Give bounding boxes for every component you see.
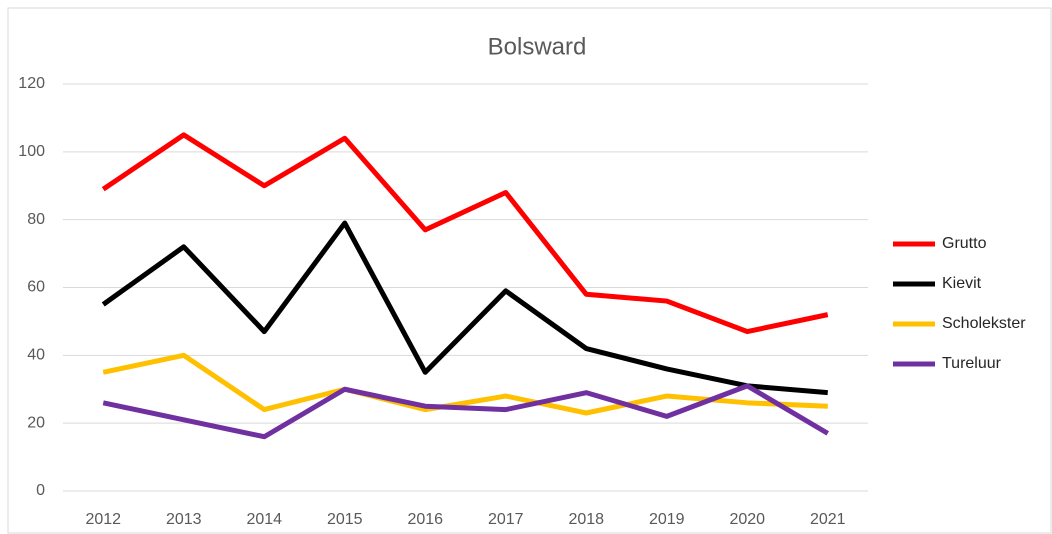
legend-label: Grutto bbox=[942, 235, 987, 252]
series-line bbox=[101, 132, 829, 335]
x-tick-label: 2019 bbox=[649, 511, 685, 528]
x-tick-label: 2012 bbox=[85, 511, 121, 528]
x-tick-label: 2021 bbox=[810, 511, 846, 528]
x-tick-label: 2016 bbox=[407, 511, 443, 528]
chart-title: Bolsward bbox=[488, 33, 587, 60]
y-tick-label: 40 bbox=[27, 347, 45, 364]
x-tick-label: 2018 bbox=[568, 511, 604, 528]
legend-label: Kievit bbox=[942, 275, 982, 292]
legend-label: Scholekster bbox=[942, 315, 1026, 332]
y-tick-label: 120 bbox=[18, 75, 45, 92]
x-tick-label: 2014 bbox=[246, 511, 282, 528]
series-line bbox=[101, 220, 828, 396]
y-tick-label: 100 bbox=[18, 143, 45, 160]
x-tick-label: 2020 bbox=[729, 511, 765, 528]
chart-border bbox=[7, 7, 1052, 534]
y-tick-label: 80 bbox=[27, 211, 45, 228]
y-tick-label: 60 bbox=[27, 279, 45, 296]
x-tick-label: 2013 bbox=[166, 511, 202, 528]
series-line bbox=[102, 383, 830, 440]
legend-label: Tureluur bbox=[942, 355, 1002, 372]
x-tick-label: 2015 bbox=[327, 511, 363, 528]
y-tick-label: 0 bbox=[36, 482, 45, 499]
y-tick-label: 20 bbox=[27, 414, 45, 431]
x-tick-label: 2017 bbox=[488, 511, 524, 528]
